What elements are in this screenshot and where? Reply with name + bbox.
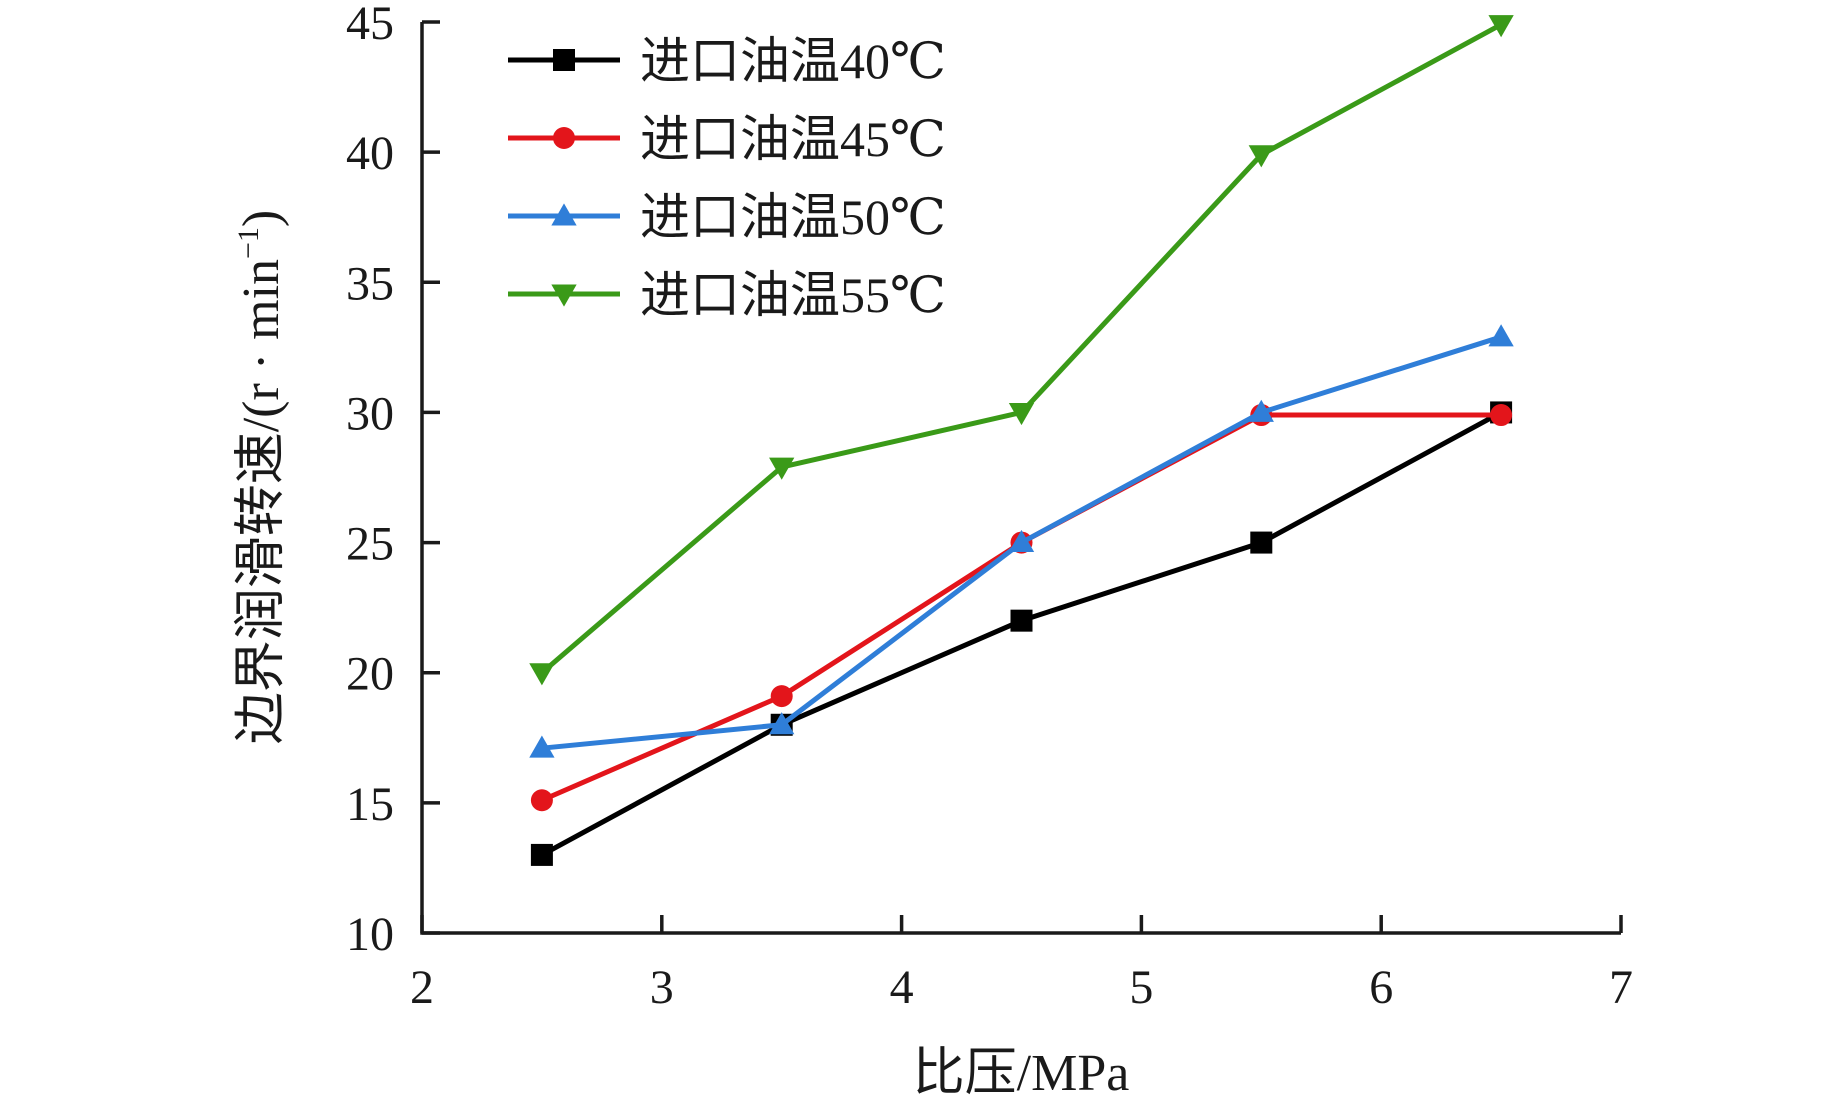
x-tick-label: 3 bbox=[650, 961, 674, 1014]
y-tick-label: 10 bbox=[346, 908, 394, 961]
data-point bbox=[530, 789, 553, 812]
legend-item: 进口油温45℃ bbox=[508, 111, 946, 167]
legend-swatch-marker bbox=[551, 284, 577, 307]
data-point bbox=[770, 685, 793, 708]
series-line bbox=[539, 412, 1504, 803]
x-tick-label: 4 bbox=[890, 961, 914, 1014]
x-tick-label: 7 bbox=[1609, 961, 1633, 1014]
legend-swatch-marker bbox=[551, 203, 577, 226]
data-point bbox=[1488, 324, 1514, 347]
y-axis-title-suffix: ) bbox=[233, 210, 290, 227]
x-axis: 2 3 4 5 6 7 bbox=[410, 915, 1633, 1014]
data-point bbox=[769, 457, 795, 480]
y-tick-label: 25 bbox=[346, 518, 394, 571]
data-point bbox=[1008, 529, 1035, 553]
data-point bbox=[1010, 609, 1033, 632]
x-axis-title: 比压/MPa bbox=[913, 1045, 1130, 1102]
data-point bbox=[1008, 402, 1035, 426]
legend-item: 进口油温50℃ bbox=[508, 189, 946, 245]
y-tick-label: 20 bbox=[346, 648, 394, 701]
x-tick-label: 2 bbox=[410, 961, 434, 1014]
y-tick-label: 45 bbox=[346, 0, 394, 50]
legend: 进口油温40℃ 进口油温45℃ 进口油温50℃ 进口油温55℃ bbox=[508, 33, 946, 323]
legend-item: 进口油温40℃ bbox=[508, 33, 946, 89]
data-point bbox=[1490, 404, 1513, 427]
series-2 bbox=[530, 404, 1513, 812]
data-point bbox=[1488, 15, 1514, 38]
legend-item: 进口油温55℃ bbox=[508, 267, 946, 323]
axes-frame bbox=[420, 22, 1621, 935]
y-axis-title: 边界润滑转速/(r · min−1) bbox=[232, 210, 290, 745]
data-point bbox=[1248, 399, 1274, 422]
y-axis-title-main: 边界润滑转速/(r · min bbox=[233, 259, 290, 744]
series-3 bbox=[529, 324, 1514, 758]
y-tick-label: 35 bbox=[346, 257, 394, 310]
legend-label: 进口油温45℃ bbox=[640, 111, 946, 167]
y-tick-label: 30 bbox=[346, 387, 394, 440]
series-4 bbox=[529, 15, 1514, 686]
legend-label: 进口油温50℃ bbox=[640, 189, 946, 245]
series-layer bbox=[529, 15, 1514, 866]
data-point bbox=[1250, 531, 1273, 554]
x-tick-label: 6 bbox=[1369, 961, 1393, 1014]
y-tick-label: 15 bbox=[346, 778, 394, 831]
data-point bbox=[529, 663, 555, 686]
y-tick-label: 40 bbox=[346, 127, 394, 180]
data-point bbox=[769, 712, 795, 735]
x-tick-label: 5 bbox=[1129, 961, 1153, 1014]
legend-label: 进口油温40℃ bbox=[640, 33, 946, 89]
y-axis: 10 15 20 25 30 35 40 45 bbox=[346, 0, 440, 961]
y-axis-title-exponent: −1 bbox=[232, 227, 265, 259]
series-1 bbox=[530, 401, 1513, 866]
legend-label: 进口油温55℃ bbox=[640, 267, 946, 323]
data-point bbox=[1248, 145, 1274, 168]
data-point bbox=[530, 843, 553, 866]
legend-swatch-marker bbox=[553, 127, 575, 149]
legend-swatch-marker bbox=[553, 49, 575, 71]
series-line bbox=[539, 409, 1504, 858]
data-point bbox=[529, 735, 555, 758]
